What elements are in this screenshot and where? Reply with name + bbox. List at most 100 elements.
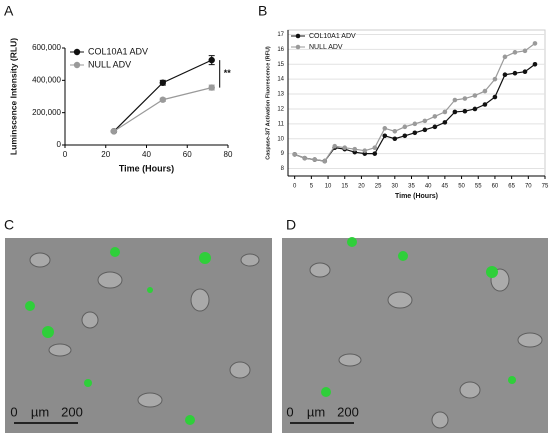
line	[113, 87, 212, 132]
x-tick-label: 0	[63, 150, 68, 159]
point	[302, 155, 307, 161]
point	[208, 84, 215, 91]
point	[392, 129, 398, 134]
legend-label: NULL ADV	[309, 44, 343, 51]
x-tick-label: 25	[375, 184, 382, 190]
y-tick-label: 9	[281, 151, 285, 157]
point	[472, 106, 478, 112]
x-tick-label: 30	[391, 184, 398, 190]
scale-bar-label: µm	[307, 404, 325, 419]
x-tick-label: 45	[442, 184, 449, 190]
x-axis-label: Time (Hours)	[119, 163, 174, 173]
point	[412, 130, 418, 136]
point	[362, 148, 368, 153]
legend-label: COL10A1 ADV	[88, 46, 148, 56]
point	[382, 133, 388, 139]
point	[292, 152, 297, 157]
micro-c	[5, 238, 272, 433]
x-tick-label: 55	[475, 184, 482, 190]
x-tick-label: 35	[408, 184, 415, 190]
x-tick-label: 10	[325, 184, 332, 190]
point	[402, 133, 408, 139]
legend-marker	[73, 61, 81, 69]
point	[512, 70, 518, 76]
legend-marker	[295, 44, 301, 50]
y-tick-label: 400,000	[32, 75, 61, 84]
point	[532, 41, 538, 46]
point	[512, 50, 518, 55]
point	[462, 108, 468, 114]
y-tick-label: 600,000	[32, 43, 61, 52]
point	[382, 126, 388, 131]
line	[294, 42, 536, 162]
x-tick-label: 20	[358, 184, 365, 190]
x-tick-label: 60	[492, 184, 499, 190]
legend-label: COL10A1 ADV	[309, 33, 356, 40]
point	[110, 128, 118, 135]
point	[352, 146, 358, 152]
scale-bar-label: 0	[10, 404, 17, 419]
point	[432, 124, 438, 130]
micro-d	[282, 237, 548, 433]
y-tick-label: 15	[277, 62, 284, 68]
point	[422, 127, 428, 133]
panel-label: C	[4, 217, 14, 233]
point	[372, 151, 378, 156]
point	[312, 157, 318, 162]
line	[113, 59, 212, 132]
x-tick-label: 0	[293, 184, 297, 190]
point	[482, 102, 488, 107]
point	[472, 93, 478, 98]
y-tick-label: 10	[277, 136, 284, 142]
x-tick-label: 65	[508, 184, 515, 190]
x-tick-label: 75	[542, 184, 549, 190]
scale-bar-label: 200	[337, 404, 359, 419]
x-tick-label: 60	[183, 150, 192, 159]
point	[402, 124, 408, 130]
x-tick-label: 40	[425, 184, 432, 190]
x-tick-label: 5	[310, 184, 314, 190]
x-tick-label: 50	[458, 184, 465, 190]
point	[502, 54, 508, 60]
point	[422, 118, 428, 124]
point	[442, 120, 448, 125]
point	[332, 143, 338, 149]
y-tick-label: 11	[278, 121, 285, 127]
point	[159, 96, 166, 103]
point	[342, 145, 348, 150]
point	[522, 69, 528, 75]
x-tick-label: 20	[101, 150, 110, 159]
annotation: **	[224, 68, 232, 78]
point	[432, 114, 438, 119]
point	[322, 158, 328, 164]
x-tick-label: 15	[341, 184, 348, 190]
x-axis-label: Time (Hours)	[395, 193, 438, 200]
y-axis-label: Luminscence Intensity (RLU)	[8, 38, 18, 155]
point	[159, 79, 166, 86]
legend-marker	[73, 48, 81, 56]
point	[532, 61, 538, 67]
point	[452, 97, 458, 103]
y-tick-label: 13	[277, 92, 284, 98]
y-tick-label: 8	[281, 166, 285, 172]
panel-label: A	[4, 3, 14, 19]
point	[452, 109, 458, 115]
point	[502, 72, 508, 77]
x-tick-label: 80	[224, 150, 233, 159]
y-tick-label: 16	[277, 47, 284, 53]
y-tick-label: 200,000	[32, 108, 61, 117]
point	[208, 56, 215, 64]
point	[412, 121, 418, 127]
point	[392, 136, 398, 142]
scale-bar-label: 0	[286, 404, 293, 419]
y-tick-label: 0	[57, 140, 62, 149]
y-axis-label: Caspase-3/7 Activation Fluorescence (RFU…	[265, 46, 271, 160]
point	[492, 94, 498, 100]
point	[372, 145, 378, 150]
panel-label: D	[286, 217, 296, 233]
point	[462, 96, 468, 101]
point	[482, 88, 488, 94]
x-tick-label: 70	[525, 184, 532, 190]
point	[492, 76, 498, 82]
